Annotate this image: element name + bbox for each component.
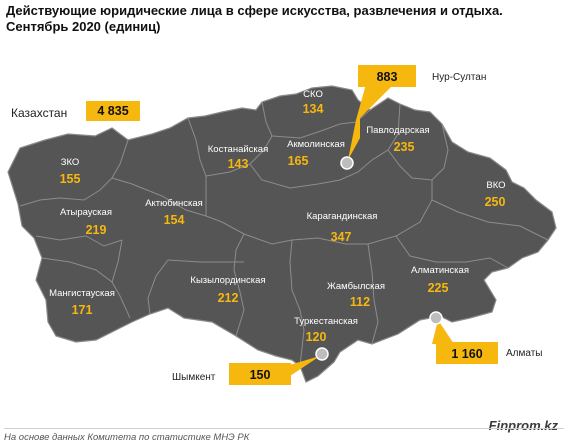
chart-title: Действующие юридические лица в сфере иск… [6, 3, 546, 35]
value-almaty: 1 160 [451, 347, 482, 361]
label-almaty-obl: Алматинская [411, 265, 469, 276]
label-sko: СКО [303, 89, 323, 100]
callout-pointer-almaty [432, 320, 454, 344]
value-mangystau: 171 [72, 303, 93, 317]
label-vko: ВКО [486, 180, 505, 191]
value-nur-sultan: 883 [377, 70, 398, 84]
value-turkestan: 120 [306, 330, 327, 344]
label-zhambyl: Жамбылская [327, 281, 385, 292]
value-akmola: 165 [288, 154, 309, 168]
label-pavlodar: Павлодарская [366, 125, 429, 136]
total-label: Казахстан [11, 106, 68, 120]
value-karaganda: 347 [331, 230, 352, 244]
city-marker-almaty [429, 311, 443, 325]
label-almaty: Алматы [506, 348, 543, 359]
title-line-1: Действующие юридические лица в сфере иск… [6, 3, 503, 18]
value-zhambyl: 112 [350, 295, 370, 309]
label-nur-sultan: Нур-Султан [432, 72, 486, 83]
callout-box-nur-sultan [358, 65, 416, 87]
brand-logo-text: Finprom.kz [488, 418, 558, 433]
label-karaganda: Карагандинская [307, 211, 378, 222]
label-kostanay: Костанайская [208, 144, 268, 155]
country-shape [7, 85, 557, 383]
label-zko: ЗКО [61, 157, 80, 168]
value-atyrau: 219 [86, 223, 107, 237]
title-line-2: Сентябрь 2020 (единиц) [6, 19, 161, 34]
value-shymkent: 150 [250, 368, 271, 382]
value-almaty-obl: 225 [428, 281, 449, 295]
label-mangystau: Мангистауская [49, 288, 115, 299]
label-atyrau: Атырауская [60, 207, 112, 218]
callout-pointer-nur-sultan [348, 84, 394, 160]
value-pavlodar: 235 [394, 140, 415, 154]
city-marker-nur-sultan [340, 156, 354, 170]
callout-box-almaty [436, 342, 498, 364]
region-borders [19, 101, 549, 367]
label-aktobe: Актюбинская [145, 198, 203, 209]
source-note: На основе данных Комитета по статистике … [4, 432, 250, 443]
city-marker-shymkent [315, 347, 329, 361]
total-value: 4 835 [86, 101, 140, 121]
label-shymkent: Шымкент [172, 372, 216, 383]
value-sko: 134 [303, 102, 324, 116]
label-kyzylorda: Кызылординская [190, 275, 265, 286]
value-vko: 250 [485, 195, 506, 209]
callout-pointer-shymkent [286, 356, 320, 376]
value-zko: 155 [60, 172, 81, 186]
value-kyzylorda: 212 [218, 291, 239, 305]
value-kostanay: 143 [228, 157, 249, 171]
label-akmola: Акмолинская [287, 139, 345, 150]
label-turkestan: Туркестанская [294, 316, 358, 327]
callout-box-shymkent [229, 363, 291, 385]
footer-divider [4, 428, 564, 429]
value-aktobe: 154 [164, 213, 185, 227]
